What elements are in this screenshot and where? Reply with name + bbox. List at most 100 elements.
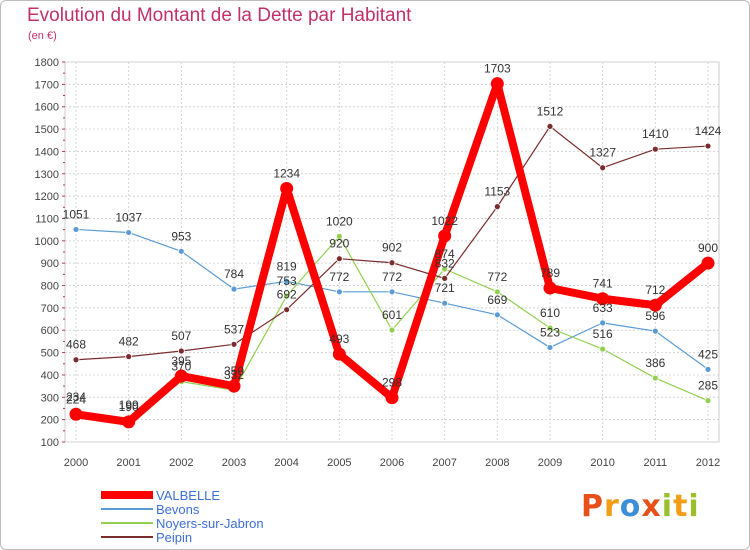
data-point bbox=[599, 319, 607, 327]
data-label: 1020 bbox=[326, 214, 353, 228]
data-label: 298 bbox=[382, 376, 402, 390]
data-label: 1424 bbox=[695, 124, 722, 138]
data-label: 1153 bbox=[484, 185, 510, 199]
data-label: 692 bbox=[277, 288, 297, 302]
data-label: 874 bbox=[435, 247, 455, 261]
data-point bbox=[177, 247, 185, 255]
data-point bbox=[174, 369, 188, 383]
data-point bbox=[648, 298, 662, 312]
data-point bbox=[69, 407, 83, 421]
logo-letter: t bbox=[673, 489, 689, 524]
data-label: 772 bbox=[382, 270, 402, 284]
y-tick-label: 1600 bbox=[35, 102, 59, 114]
data-point bbox=[651, 145, 659, 153]
y-tick-label: 900 bbox=[41, 258, 59, 270]
y-tick-label: 1500 bbox=[35, 124, 59, 136]
data-point bbox=[280, 182, 294, 196]
data-point bbox=[227, 379, 241, 393]
data-label: 819 bbox=[277, 259, 297, 273]
data-label: 1703 bbox=[484, 62, 511, 76]
data-point bbox=[385, 391, 399, 405]
data-point bbox=[704, 142, 712, 150]
x-axis: 2000 2001 2002 2003 2004 2005 2006 2007 2008 2009… bbox=[64, 457, 720, 469]
data-point bbox=[543, 281, 557, 295]
data-point bbox=[122, 415, 136, 429]
chart-subtitle: (en €) bbox=[28, 30, 57, 42]
logo-letter: P bbox=[581, 489, 604, 524]
data-label: 772 bbox=[329, 270, 349, 284]
y-tick-label: 100 bbox=[41, 437, 59, 449]
data-point bbox=[72, 356, 80, 364]
data-point bbox=[230, 285, 238, 293]
data-point bbox=[438, 229, 452, 243]
legend-label: Noyers-sur-Jabron bbox=[156, 516, 264, 531]
data-label: 596 bbox=[645, 309, 665, 323]
data-label: 1037 bbox=[115, 211, 142, 225]
data-point bbox=[230, 340, 238, 348]
data-point bbox=[283, 306, 291, 314]
y-tick-label: 1700 bbox=[35, 79, 59, 91]
data-label: 953 bbox=[171, 229, 191, 243]
legend-label: VALBELLE bbox=[156, 488, 220, 503]
data-label: 902 bbox=[382, 241, 402, 255]
data-label: 669 bbox=[487, 293, 507, 307]
data-point bbox=[493, 288, 501, 296]
data-label: 224 bbox=[66, 392, 86, 406]
logo-letter: x bbox=[641, 489, 662, 524]
data-point bbox=[388, 326, 396, 334]
data-point bbox=[599, 164, 607, 172]
data-point bbox=[441, 265, 449, 273]
x-tick-label: 2007 bbox=[432, 457, 456, 469]
logo-letter: r bbox=[604, 489, 620, 524]
data-label: 1051 bbox=[63, 207, 90, 221]
data-label: 601 bbox=[382, 308, 402, 322]
y-tick-label: 300 bbox=[41, 392, 59, 404]
data-label: 537 bbox=[224, 322, 244, 336]
chart-title: Evolution du Montant de la Dette par Hab… bbox=[27, 5, 412, 26]
data-point bbox=[335, 255, 343, 263]
y-tick-label: 400 bbox=[41, 370, 59, 382]
x-tick-label: 2003 bbox=[222, 457, 246, 469]
x-tick-label: 2005 bbox=[327, 457, 351, 469]
x-tick-label: 2011 bbox=[644, 457, 668, 469]
data-label: 285 bbox=[698, 379, 718, 393]
data-label: 370 bbox=[171, 360, 191, 374]
data-point bbox=[388, 288, 396, 296]
data-label: 468 bbox=[66, 338, 86, 352]
series-lines bbox=[69, 77, 715, 429]
data-point bbox=[651, 374, 659, 382]
y-tick-label: 1100 bbox=[35, 213, 59, 225]
data-label: 482 bbox=[119, 335, 139, 349]
y-tick-label: 800 bbox=[41, 281, 59, 293]
x-tick-label: 2000 bbox=[64, 457, 88, 469]
data-labels: 224 190 395 350 1234 493 298 1022 1703 789 741 712 9… bbox=[63, 62, 722, 414]
data-point bbox=[283, 292, 291, 300]
data-point bbox=[490, 77, 504, 91]
data-label: 425 bbox=[698, 347, 718, 361]
y-tick-label: 1200 bbox=[35, 191, 59, 203]
legend-label: Peipin bbox=[156, 530, 192, 545]
data-label: 350 bbox=[224, 364, 244, 378]
data-label: 523 bbox=[540, 325, 560, 339]
x-tick-label: 2012 bbox=[696, 457, 720, 469]
data-point bbox=[546, 324, 554, 332]
data-point bbox=[125, 353, 133, 361]
data-label: 633 bbox=[593, 301, 613, 315]
data-point bbox=[441, 299, 449, 307]
data-label: 1022 bbox=[431, 214, 458, 228]
y-tick-label: 1300 bbox=[35, 169, 59, 181]
data-point bbox=[493, 311, 501, 319]
data-point bbox=[388, 259, 396, 267]
data-point bbox=[701, 256, 715, 270]
data-label: 741 bbox=[593, 277, 613, 291]
data-point bbox=[493, 203, 501, 211]
data-label: 753 bbox=[277, 274, 297, 288]
x-tick-label: 2010 bbox=[590, 457, 614, 469]
data-label: 610 bbox=[540, 306, 560, 320]
data-label: 772 bbox=[487, 270, 507, 284]
data-point bbox=[72, 226, 80, 233]
data-label: 493 bbox=[329, 332, 349, 346]
data-point bbox=[332, 347, 346, 361]
